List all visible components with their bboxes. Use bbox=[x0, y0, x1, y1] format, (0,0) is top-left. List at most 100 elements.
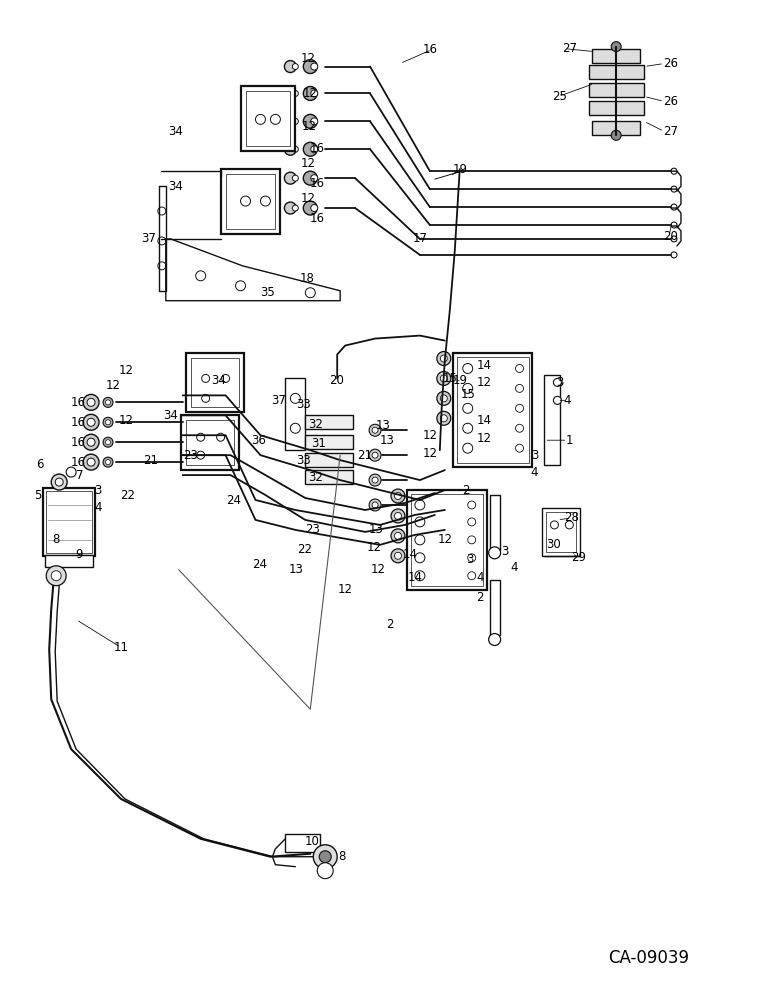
Bar bbox=[305, 435, 353, 449]
Circle shape bbox=[236, 281, 246, 291]
Circle shape bbox=[83, 434, 99, 450]
Circle shape bbox=[103, 457, 113, 467]
Circle shape bbox=[395, 512, 402, 519]
Text: 26: 26 bbox=[664, 57, 679, 70]
Text: 27: 27 bbox=[562, 42, 577, 55]
Circle shape bbox=[310, 118, 317, 125]
Bar bbox=[592, 49, 640, 63]
Bar bbox=[305, 453, 353, 467]
Text: 3: 3 bbox=[501, 545, 509, 558]
Circle shape bbox=[437, 391, 451, 405]
Circle shape bbox=[441, 395, 447, 402]
Text: 16: 16 bbox=[71, 436, 86, 449]
Text: 4: 4 bbox=[530, 466, 538, 479]
Bar bbox=[589, 65, 644, 79]
Bar bbox=[186, 420, 233, 465]
Text: 32: 32 bbox=[308, 471, 323, 484]
Bar bbox=[225, 174, 275, 229]
Circle shape bbox=[395, 552, 402, 559]
Circle shape bbox=[285, 61, 296, 73]
Circle shape bbox=[103, 417, 113, 427]
Bar bbox=[181, 415, 239, 470]
Bar bbox=[246, 91, 290, 146]
Circle shape bbox=[105, 460, 111, 465]
Bar bbox=[544, 375, 560, 465]
Text: 24: 24 bbox=[252, 558, 267, 571]
Circle shape bbox=[415, 553, 425, 563]
Text: 12: 12 bbox=[119, 364, 133, 377]
Circle shape bbox=[468, 572, 476, 580]
Circle shape bbox=[369, 474, 381, 486]
Text: 4: 4 bbox=[476, 571, 484, 584]
Circle shape bbox=[369, 499, 381, 511]
Text: 3: 3 bbox=[466, 553, 473, 566]
Text: 12: 12 bbox=[422, 447, 438, 460]
Text: 13: 13 bbox=[380, 434, 395, 447]
Circle shape bbox=[415, 571, 425, 581]
Circle shape bbox=[202, 374, 210, 382]
Circle shape bbox=[256, 114, 265, 124]
Text: 16: 16 bbox=[310, 212, 324, 225]
Text: 37: 37 bbox=[141, 232, 156, 245]
Circle shape bbox=[468, 536, 476, 544]
Circle shape bbox=[437, 352, 451, 365]
Text: 23: 23 bbox=[183, 449, 198, 462]
Circle shape bbox=[468, 501, 476, 509]
Circle shape bbox=[671, 204, 677, 210]
Circle shape bbox=[369, 449, 381, 461]
Text: 30: 30 bbox=[546, 538, 561, 551]
Bar bbox=[305, 415, 353, 429]
Text: 19: 19 bbox=[452, 374, 467, 387]
Circle shape bbox=[261, 196, 271, 206]
Circle shape bbox=[303, 114, 317, 128]
Text: 16: 16 bbox=[71, 396, 86, 409]
Bar bbox=[285, 834, 321, 852]
Circle shape bbox=[103, 397, 113, 407]
Text: 20: 20 bbox=[328, 374, 344, 387]
Text: 14: 14 bbox=[407, 571, 423, 584]
Circle shape bbox=[292, 146, 298, 152]
Circle shape bbox=[671, 236, 677, 242]
Text: 34: 34 bbox=[168, 125, 183, 138]
Circle shape bbox=[197, 451, 204, 459]
Circle shape bbox=[285, 172, 296, 184]
Text: 2: 2 bbox=[476, 591, 484, 604]
Circle shape bbox=[441, 375, 447, 382]
Text: CA-09039: CA-09039 bbox=[608, 949, 690, 967]
Text: 25: 25 bbox=[552, 90, 567, 103]
Circle shape bbox=[463, 363, 473, 373]
Bar bbox=[547, 512, 576, 552]
Bar bbox=[592, 121, 640, 135]
Circle shape bbox=[463, 443, 473, 453]
Text: 12: 12 bbox=[301, 52, 316, 65]
Circle shape bbox=[391, 549, 405, 563]
Text: 37: 37 bbox=[271, 394, 285, 407]
Circle shape bbox=[197, 433, 204, 441]
Text: 20: 20 bbox=[664, 230, 679, 243]
Text: 3: 3 bbox=[531, 449, 538, 462]
Circle shape bbox=[303, 60, 317, 74]
Circle shape bbox=[292, 118, 298, 124]
Circle shape bbox=[83, 454, 99, 470]
Text: 27: 27 bbox=[664, 125, 679, 138]
Circle shape bbox=[310, 146, 317, 153]
Circle shape bbox=[55, 478, 63, 486]
Circle shape bbox=[463, 403, 473, 413]
Circle shape bbox=[671, 222, 677, 228]
Circle shape bbox=[415, 535, 425, 545]
Text: 34: 34 bbox=[168, 180, 183, 193]
Text: 1: 1 bbox=[566, 434, 573, 447]
Text: 21: 21 bbox=[357, 449, 373, 462]
Circle shape bbox=[290, 393, 300, 403]
Text: 13: 13 bbox=[369, 523, 384, 536]
Circle shape bbox=[671, 168, 677, 174]
Circle shape bbox=[391, 509, 405, 523]
Text: 24: 24 bbox=[226, 493, 241, 506]
Text: 8: 8 bbox=[339, 850, 346, 863]
Bar bbox=[542, 508, 580, 556]
Text: 36: 36 bbox=[251, 434, 266, 447]
Circle shape bbox=[516, 424, 523, 432]
Text: 9: 9 bbox=[76, 548, 83, 561]
Circle shape bbox=[310, 205, 317, 212]
Text: 4: 4 bbox=[94, 501, 102, 514]
